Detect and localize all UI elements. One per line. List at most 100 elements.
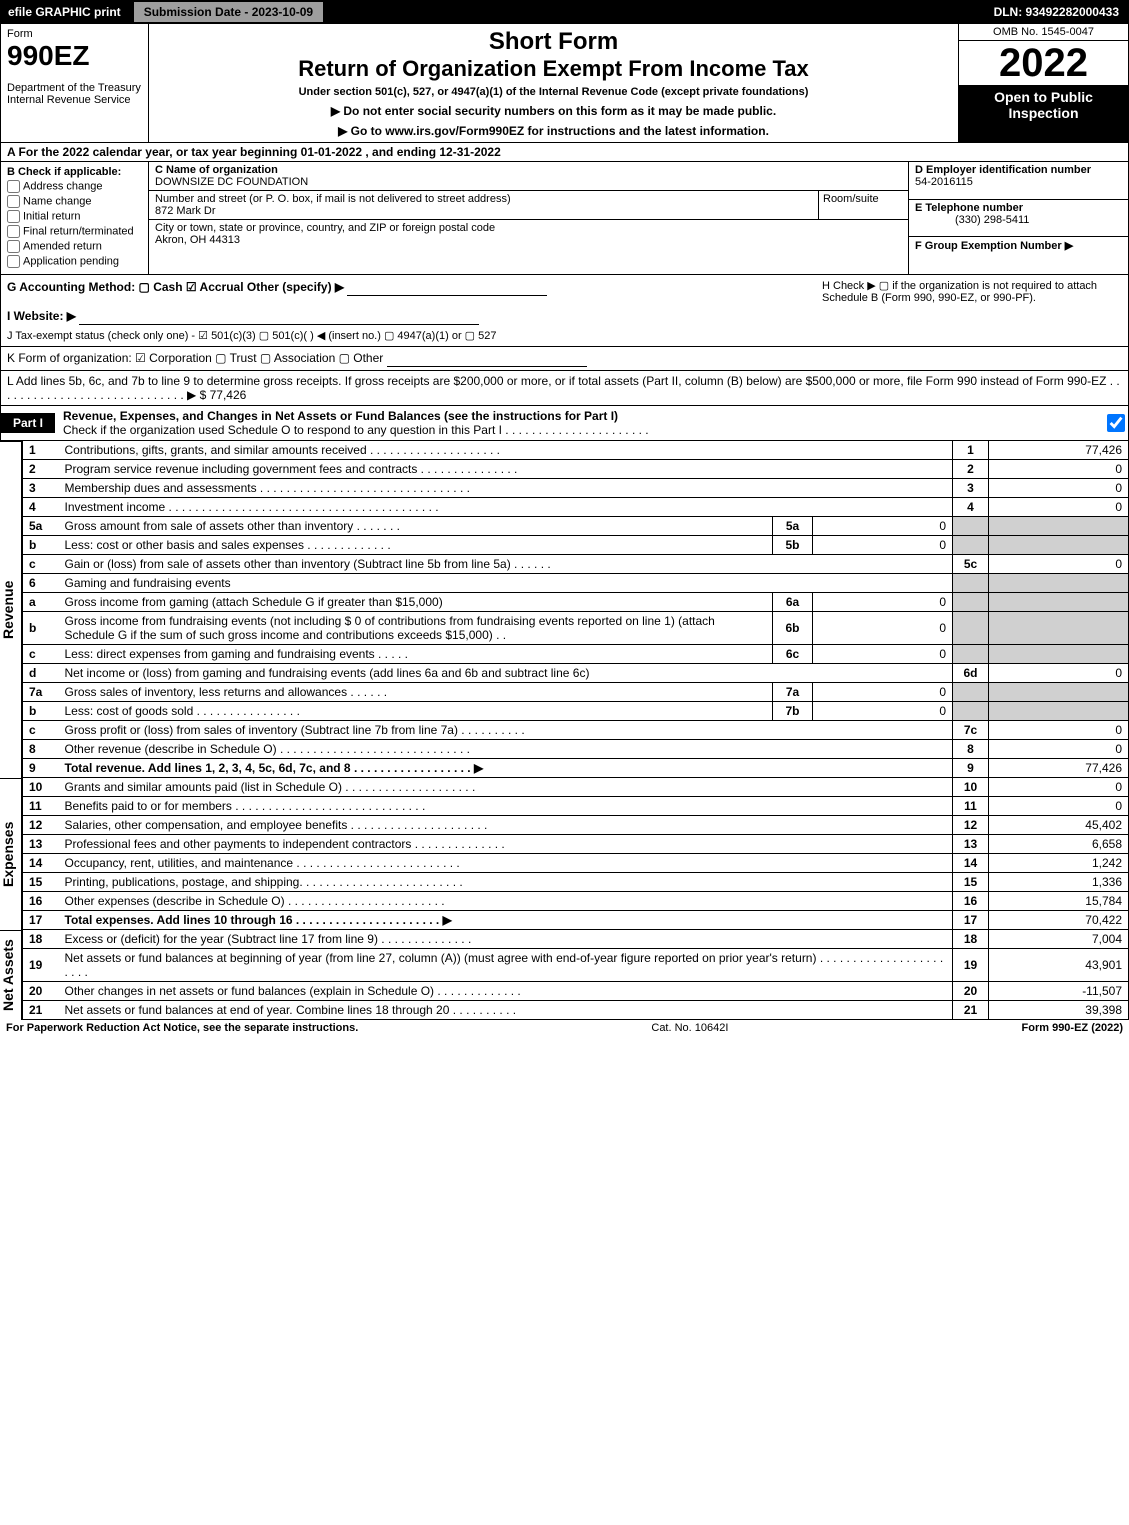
line-5b: bLess: cost or other basis and sales exp…: [23, 536, 1129, 555]
line-7c: cGross profit or (loss) from sales of in…: [23, 721, 1129, 740]
street-value: 872 Mark Dr: [155, 205, 216, 217]
line-13: 13Professional fees and other payments t…: [23, 835, 1129, 854]
header-right: OMB No. 1545-0047 2022 Open to Public In…: [958, 24, 1128, 142]
row-i: I Website: ▶: [7, 308, 1122, 325]
line-16: 16Other expenses (describe in Schedule O…: [23, 892, 1129, 911]
submission-date: Submission Date - 2023-10-09: [133, 1, 324, 23]
chk-name-change[interactable]: Name change: [7, 195, 142, 208]
col-c: C Name of organization DOWNSIZE DC FOUND…: [149, 162, 908, 274]
street-row: Number and street (or P. O. box, if mail…: [149, 191, 908, 220]
vtab-netassets: Net Assets: [0, 930, 22, 1020]
row-a-taxyear: A For the 2022 calendar year, or tax yea…: [0, 143, 1129, 162]
row-k: K Form of organization: ☑ Corporation ▢ …: [0, 347, 1129, 371]
street-label: Number and street (or P. O. box, if mail…: [155, 193, 511, 205]
line-11: 11Benefits paid to or for members . . . …: [23, 797, 1129, 816]
expenses-table: 10Grants and similar amounts paid (list …: [22, 778, 1129, 930]
line-17: 17Total expenses. Add lines 10 through 1…: [23, 911, 1129, 930]
line-14: 14Occupancy, rent, utilities, and mainte…: [23, 854, 1129, 873]
line-9: 9Total revenue. Add lines 1, 2, 3, 4, 5c…: [23, 759, 1129, 778]
line-6c: cLess: direct expenses from gaming and f…: [23, 645, 1129, 664]
room-label: Room/suite: [823, 193, 879, 205]
footer-left: For Paperwork Reduction Act Notice, see …: [6, 1022, 358, 1034]
efile-label[interactable]: efile GRAPHIC print: [0, 5, 129, 19]
part1-schedule-o-check[interactable]: [1107, 414, 1125, 432]
line-6: 6Gaming and fundraising events: [23, 574, 1129, 593]
row-l: L Add lines 5b, 6c, and 7b to line 9 to …: [0, 371, 1129, 406]
line-3: 3Membership dues and assessments . . . .…: [23, 479, 1129, 498]
dln: DLN: 93492282000433: [994, 5, 1129, 19]
line-20: 20Other changes in net assets or fund ba…: [23, 982, 1129, 1001]
section-bcdef: B Check if applicable: Address change Na…: [0, 162, 1129, 275]
form-word: Form: [7, 28, 142, 40]
line-12: 12Salaries, other compensation, and empl…: [23, 816, 1129, 835]
ein-row: D Employer identification number 54-2016…: [909, 162, 1128, 200]
org-name-row: C Name of organization DOWNSIZE DC FOUND…: [149, 162, 908, 191]
line-10: 10Grants and similar amounts paid (list …: [23, 778, 1129, 797]
vtab-revenue: Revenue: [0, 441, 22, 778]
line-5c: cGain or (loss) from sale of assets othe…: [23, 555, 1129, 574]
omb-number: OMB No. 1545-0047: [959, 24, 1128, 41]
chk-amended-return[interactable]: Amended return: [7, 240, 142, 253]
group-exemption-label: F Group Exemption Number ▶: [915, 240, 1073, 252]
short-form-title: Short Form: [159, 28, 948, 56]
footer-right: Form 990-EZ (2022): [1022, 1022, 1123, 1034]
accounting-other-input[interactable]: [347, 279, 547, 296]
city-row: City or town, state or province, country…: [149, 220, 908, 248]
col-def: D Employer identification number 54-2016…: [908, 162, 1128, 274]
line-18: 18Excess or (deficit) for the year (Subt…: [23, 930, 1129, 949]
top-bar: efile GRAPHIC print Submission Date - 20…: [0, 0, 1129, 24]
netassets-table: 18Excess or (deficit) for the year (Subt…: [22, 930, 1129, 1020]
city-value: Akron, OH 44313: [155, 234, 240, 246]
line-5a: 5aGross amount from sale of assets other…: [23, 517, 1129, 536]
phone-label: E Telephone number: [915, 202, 1023, 214]
chk-application-pending[interactable]: Application pending: [7, 255, 142, 268]
org-name-value: DOWNSIZE DC FOUNDATION: [155, 176, 308, 188]
header-left: Form 990EZ Department of the Treasury In…: [1, 24, 149, 142]
form-number: 990EZ: [7, 40, 142, 72]
line-6b: bGross income from fundraising events (n…: [23, 612, 1129, 645]
ein-value: 54-2016115: [915, 176, 973, 188]
line-7b: bLess: cost of goods sold . . . . . . . …: [23, 702, 1129, 721]
line-19: 19Net assets or fund balances at beginni…: [23, 949, 1129, 982]
chk-final-return[interactable]: Final return/terminated: [7, 225, 142, 238]
open-inspection: Open to Public Inspection: [959, 85, 1128, 142]
line-1: 1Contributions, gifts, grants, and simil…: [23, 441, 1129, 460]
part1-tag: Part I: [1, 413, 55, 433]
website-input[interactable]: [79, 308, 479, 325]
line-4: 4Investment income . . . . . . . . . . .…: [23, 498, 1129, 517]
org-name-label: C Name of organization: [155, 164, 278, 176]
chk-address-change[interactable]: Address change: [7, 180, 142, 193]
phone-value: (330) 298-5411: [915, 214, 1029, 226]
subtitle: Under section 501(c), 527, or 4947(a)(1)…: [159, 86, 948, 98]
chk-initial-return[interactable]: Initial return: [7, 210, 142, 223]
group-exemption-row: F Group Exemption Number ▶: [909, 237, 1128, 274]
irs-label: Internal Revenue Service: [7, 94, 142, 106]
row-h: H Check ▶ ▢ if the organization is not r…: [822, 279, 1122, 304]
page-footer: For Paperwork Reduction Act Notice, see …: [0, 1020, 1129, 1036]
city-label: City or town, state or province, country…: [155, 222, 495, 234]
header-center: Short Form Return of Organization Exempt…: [149, 24, 958, 142]
org-other-input[interactable]: [387, 350, 587, 367]
line-6d: dNet income or (loss) from gaming and fu…: [23, 664, 1129, 683]
ein-label: D Employer identification number: [915, 164, 1091, 176]
line-7a: 7aGross sales of inventory, less returns…: [23, 683, 1129, 702]
main-title: Return of Organization Exempt From Incom…: [159, 56, 948, 82]
section-ghij: G Accounting Method: ▢ Cash ☑ Accrual Ot…: [0, 275, 1129, 347]
revenue-table: 1Contributions, gifts, grants, and simil…: [22, 441, 1129, 778]
line-15: 15Printing, publications, postage, and s…: [23, 873, 1129, 892]
instruction-1: ▶ Do not enter social security numbers o…: [159, 104, 948, 118]
line-21: 21Net assets or fund balances at end of …: [23, 1001, 1129, 1020]
vtab-expenses: Expenses: [0, 778, 22, 930]
instruction-2: ▶ Go to www.irs.gov/Form990EZ for instru…: [159, 124, 948, 138]
dept-label: Department of the Treasury: [7, 82, 142, 94]
phone-row: E Telephone number (330) 298-5411: [909, 200, 1128, 238]
line-2: 2Program service revenue including gover…: [23, 460, 1129, 479]
part1-header: Part I Revenue, Expenses, and Changes in…: [0, 406, 1129, 441]
col-b-title: B Check if applicable:: [7, 166, 142, 178]
col-b: B Check if applicable: Address change Na…: [1, 162, 149, 274]
tax-year: 2022: [959, 41, 1128, 85]
part1-title: Revenue, Expenses, and Changes in Net As…: [55, 406, 1107, 440]
footer-mid: Cat. No. 10642I: [358, 1022, 1021, 1034]
line-8: 8Other revenue (describe in Schedule O) …: [23, 740, 1129, 759]
line-6a: aGross income from gaming (attach Schedu…: [23, 593, 1129, 612]
